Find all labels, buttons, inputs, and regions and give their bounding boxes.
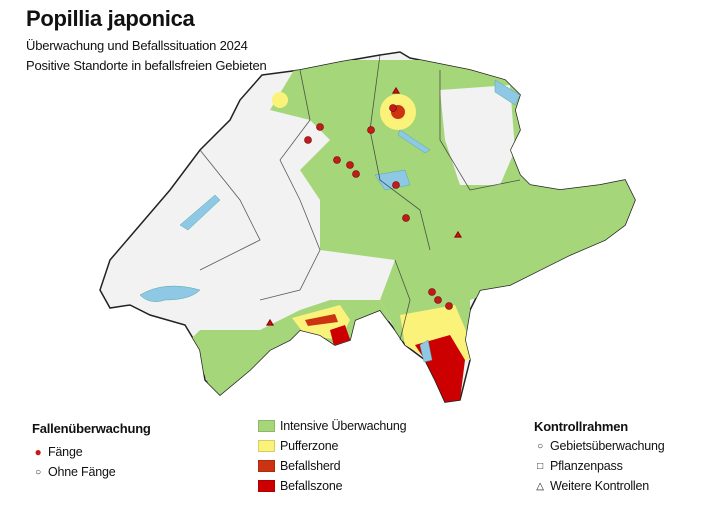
puffer-zone-basel — [272, 92, 288, 108]
open-triangle-icon: △ — [536, 480, 544, 492]
legend-label: Fänge — [48, 445, 83, 459]
legend-control-framework: Kontrollrahmen ○ Gebietsüberwachung □ Pfla… — [534, 416, 665, 496]
legend-label: Intensive Überwachung — [280, 419, 407, 433]
trap-catch-marker — [445, 302, 453, 310]
open-circle-icon: ○ — [35, 466, 41, 478]
legend-label: Pufferzone — [280, 439, 339, 453]
triangle-marker — [265, 318, 275, 326]
legend-label: Gebietsüberwachung — [550, 439, 665, 453]
triangle-marker — [453, 230, 463, 238]
canton-borders — [199, 54, 521, 341]
switzerland-map — [99, 51, 636, 403]
trap-catch-marker — [367, 126, 375, 134]
trap-catch-marker — [389, 104, 397, 112]
swatch-herd — [258, 460, 275, 472]
lake-constance — [494, 79, 521, 106]
open-square-icon: □ — [537, 460, 543, 472]
swatch-zone — [258, 480, 275, 492]
lake-neuchatel — [179, 194, 221, 231]
trap-catch-marker — [428, 288, 436, 296]
legend-label: Weitere Kontrollen — [550, 479, 650, 493]
triangle-marker — [391, 86, 401, 94]
white-zone-east — [440, 85, 515, 185]
swatch-intensive — [258, 420, 275, 432]
open-circle-icon: ○ — [537, 440, 543, 452]
subtitle-positive: Positive Standorte in befallsfreien Gebi… — [26, 58, 267, 73]
lake-lucerne — [374, 169, 411, 191]
trap-catch-marker — [333, 156, 341, 164]
lake-zurich — [397, 129, 431, 154]
legend-label: Pflanzenpass — [550, 459, 623, 473]
trap-catch-marker — [352, 170, 360, 178]
legend-heading: Kontrollrahmen — [534, 418, 628, 434]
legend-label: Befallsherd — [280, 459, 341, 473]
legend-label: Ohne Fänge — [48, 465, 116, 479]
swatch-puffer — [258, 440, 275, 452]
trap-catch-marker — [316, 123, 324, 131]
lake-maggiore — [419, 339, 433, 363]
trap-catch-marker — [304, 136, 312, 144]
befallsherd-valais — [305, 314, 338, 326]
legend-trap-monitoring: Fallenüberwachung ● Fänge ○ Ohne Fänge — [32, 418, 151, 482]
trap-catch-marker — [402, 214, 410, 222]
trap-catch-marker — [346, 161, 354, 169]
lake-geneva — [139, 285, 201, 302]
filled-circle-icon: ● — [34, 445, 42, 459]
subtitle-year: Überwachung und Befallssituation 2024 — [26, 38, 248, 53]
map-title: Popillia japonica — [26, 6, 195, 31]
legend-label: Befallszone — [280, 479, 343, 493]
trap-catch-marker — [392, 181, 400, 189]
trap-catch-marker — [434, 296, 442, 304]
intensive-zone-east — [270, 60, 635, 360]
legend-heading: Fallenüberwachung — [32, 420, 151, 436]
legend-zones: Intensive Überwachung Pufferzone Befalls… — [258, 416, 407, 496]
